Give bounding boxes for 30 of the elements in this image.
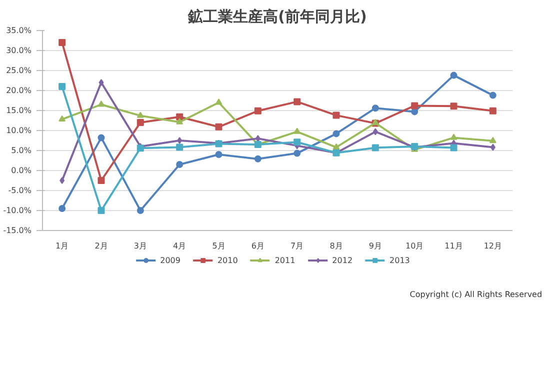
legend-label: 2009: [160, 255, 180, 265]
x-tick-label: 5月: [212, 242, 226, 250]
x-tick-label: 4月: [173, 242, 186, 250]
x-tick-label: 11月: [444, 242, 463, 250]
y-tick-label: 15.0%: [6, 106, 32, 115]
y-tick-label: 5.0%: [11, 146, 32, 155]
chart-title: 鉱工業生産高(前年同月比): [187, 8, 367, 26]
y-tick-label: -5.0%: [8, 186, 32, 195]
y-tick-label: 30.0%: [6, 46, 32, 55]
legend-label: 2012: [332, 255, 353, 265]
y-tick-label: 10.0%: [6, 126, 32, 135]
legend-label: 2010: [217, 255, 238, 265]
x-tick-label: 12月: [484, 242, 502, 250]
y-tick-label: 20.0%: [6, 86, 32, 95]
y-tick-label: 35.0%: [6, 26, 32, 35]
text: Copyright (c) All Rights Reserved: [410, 290, 542, 300]
x-tick-label: 7月: [290, 242, 304, 250]
legend-label: 2011: [274, 255, 296, 265]
x-tick-label: 10月: [405, 242, 424, 250]
legend-label: 2013: [390, 255, 410, 265]
x-tick-label: 3月: [134, 242, 147, 250]
y-tick-label: -15.0%: [3, 226, 32, 235]
x-tick-label: 1月: [56, 242, 69, 250]
x-tick-label: 9月: [368, 242, 382, 250]
y-tick-label: -10.0%: [3, 206, 32, 215]
y-tick-label: 0.0%: [11, 166, 32, 175]
x-tick-label: 6月: [251, 242, 264, 250]
y-tick-label: 25.0%: [6, 66, 32, 75]
x-tick-label: 8月: [330, 242, 343, 250]
x-tick-label: 2月: [94, 242, 108, 250]
